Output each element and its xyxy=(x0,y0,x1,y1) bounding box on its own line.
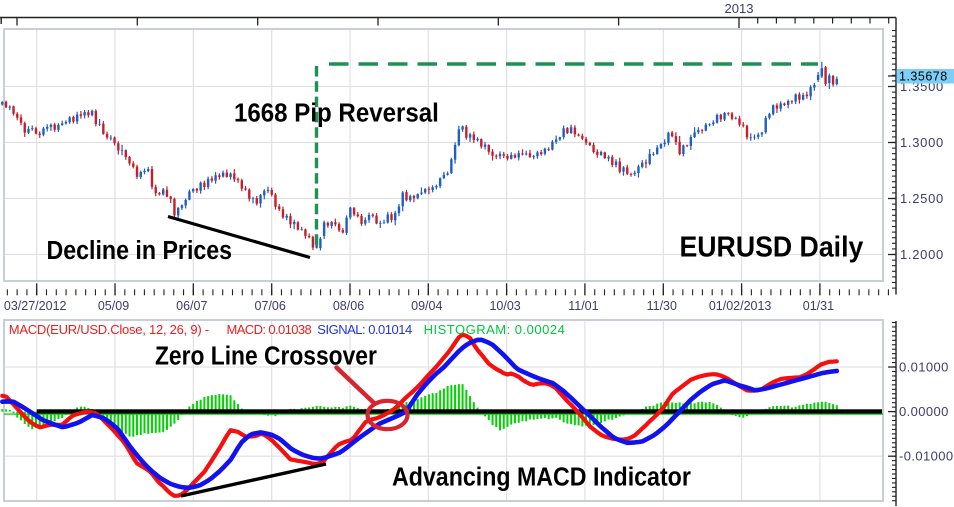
svg-text:1.2000: 1.2000 xyxy=(900,247,944,262)
svg-text:MACD: 0.01038: MACD: 0.01038 xyxy=(227,322,312,337)
svg-text:05/09: 05/09 xyxy=(98,299,129,313)
svg-text:0.01000: 0.01000 xyxy=(899,360,949,375)
svg-text:2013: 2013 xyxy=(725,1,754,16)
svg-text:11/01: 11/01 xyxy=(568,299,598,313)
svg-text:Zero Line Crossover: Zero Line Crossover xyxy=(155,342,377,370)
svg-text:01/31: 01/31 xyxy=(803,299,834,313)
svg-text:EURUSD Daily: EURUSD Daily xyxy=(680,230,864,262)
svg-text:06/07: 06/07 xyxy=(176,299,207,313)
svg-text:03/27/2012: 03/27/2012 xyxy=(4,299,67,313)
svg-text:SIGNAL: 0.01014: SIGNAL: 0.01014 xyxy=(317,322,412,337)
svg-text:07/06: 07/06 xyxy=(255,299,286,313)
svg-text:09/04: 09/04 xyxy=(411,299,442,313)
svg-text:0.00000: 0.00000 xyxy=(899,404,949,419)
svg-text:HISTOGRAM: 0.00024: HISTOGRAM: 0.00024 xyxy=(424,322,566,337)
svg-text:-0.01000: -0.01000 xyxy=(899,449,954,464)
svg-text:08/06: 08/06 xyxy=(333,299,364,313)
svg-text:MACD(EUR/USD.Close, 12, 26, 9): MACD(EUR/USD.Close, 12, 26, 9) - xyxy=(9,322,209,337)
svg-text:1.2500: 1.2500 xyxy=(900,191,944,206)
svg-text:1.3000: 1.3000 xyxy=(900,135,944,150)
svg-text:10/03: 10/03 xyxy=(489,299,520,313)
svg-text:11/30: 11/30 xyxy=(647,299,677,313)
svg-text:01/02/2013: 01/02/2013 xyxy=(709,299,772,313)
svg-text:1.35678: 1.35678 xyxy=(899,70,948,84)
svg-text:Advancing MACD Indicator: Advancing MACD Indicator xyxy=(392,464,691,492)
svg-text:1668 Pip Reversal: 1668 Pip Reversal xyxy=(234,100,439,128)
svg-text:Decline in Prices: Decline in Prices xyxy=(47,237,233,265)
